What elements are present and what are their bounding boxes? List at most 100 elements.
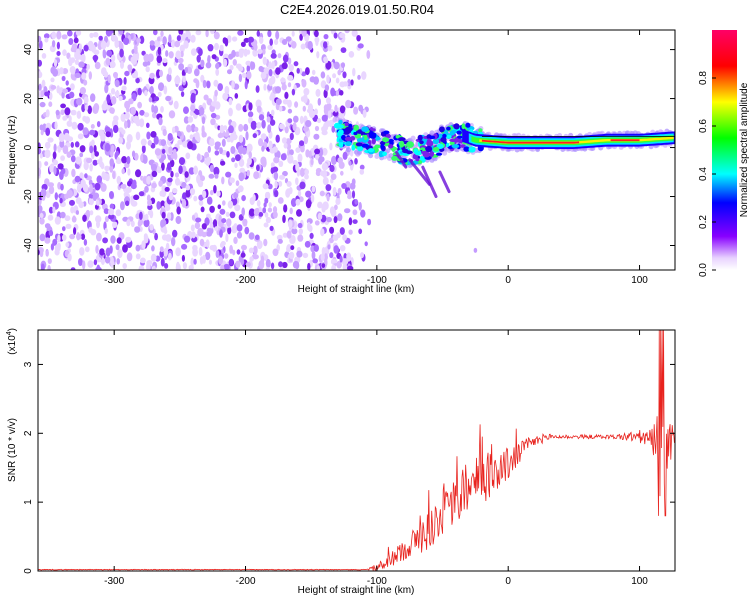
- noise-speckle: [323, 34, 329, 40]
- noise-speckle: [143, 112, 150, 118]
- noise-speckle: [168, 252, 172, 261]
- noise-speckle: [113, 124, 119, 134]
- noise-speckle: [331, 258, 338, 264]
- noise-speckle: [93, 103, 100, 112]
- noise-speckle: [165, 50, 169, 57]
- noise-speckle: [194, 221, 201, 230]
- noise-speckle: [53, 165, 57, 175]
- noise-speckle: [186, 124, 192, 133]
- noise-speckle: [118, 95, 123, 102]
- noise-speckle: [156, 201, 161, 210]
- noise-speckle: [180, 50, 184, 58]
- noise-speckle: [62, 115, 68, 121]
- noise-speckle: [291, 41, 297, 49]
- noise-speckle: [268, 202, 272, 208]
- noise-speckle: [48, 230, 54, 237]
- x-tick-label: -200: [236, 275, 256, 286]
- noise-speckle: [326, 193, 330, 202]
- noise-speckle: [187, 141, 194, 150]
- svg-text:(x104): (x104): [6, 328, 18, 355]
- noise-speckle: [198, 48, 203, 57]
- y-tick-label: 40: [23, 44, 34, 56]
- noise-speckle: [61, 34, 68, 40]
- noise-speckle: [70, 155, 76, 163]
- noise-speckle: [78, 258, 83, 266]
- noise-speckle: [112, 221, 118, 228]
- noise-speckle: [240, 41, 246, 47]
- noise-speckle: [360, 252, 364, 259]
- noise-speckle: [108, 208, 115, 216]
- noise-speckle: [54, 121, 58, 130]
- noise-speckle: [154, 232, 159, 241]
- noise-speckle: [297, 190, 302, 197]
- tone-blob: [429, 150, 435, 158]
- noise-speckle: [339, 32, 346, 39]
- noise-speckle: [337, 213, 343, 222]
- tone-blob: [413, 148, 419, 154]
- x-tick-label: -300: [104, 275, 124, 286]
- noise-speckle: [150, 253, 157, 262]
- noise-speckle: [268, 77, 274, 87]
- noise-speckle: [47, 258, 52, 264]
- noise-speckle: [39, 101, 46, 108]
- noise-speckle: [336, 232, 341, 239]
- noise-speckle: [275, 30, 280, 40]
- noise-speckle: [56, 30, 62, 40]
- noise-speckle: [100, 40, 107, 50]
- tone-blob: [432, 138, 440, 145]
- noise-speckle: [62, 49, 67, 56]
- noise-speckle: [270, 53, 277, 59]
- noise-speckle: [238, 158, 245, 167]
- noise-speckle: [234, 204, 241, 212]
- noise-speckle: [241, 147, 247, 155]
- noise-speckle: [158, 82, 165, 92]
- noise-speckle: [104, 256, 111, 264]
- noise-speckle: [262, 207, 267, 214]
- tone-blob: [442, 133, 447, 139]
- noise-speckle: [210, 112, 217, 119]
- noise-speckle: [321, 114, 328, 122]
- snr-plot: -300 -200 -100 0 100 0 1 2 3 Height of straight …: [6, 328, 676, 596]
- noise-speckle: [267, 30, 272, 38]
- noise-speckle: [263, 222, 269, 228]
- noise-speckle: [139, 109, 145, 116]
- noise-speckle: [223, 58, 228, 68]
- noise-speckle: [235, 154, 241, 162]
- noise-speckle: [109, 203, 115, 210]
- noise-speckle: [223, 125, 228, 131]
- noise-speckle: [116, 237, 122, 244]
- noise-speckle: [196, 54, 201, 63]
- noise-speckle: [207, 145, 211, 153]
- tone-blob: [468, 146, 476, 153]
- noise-speckle: [282, 54, 289, 63]
- noise-speckle: [283, 143, 288, 149]
- noise-speckle: [299, 33, 303, 41]
- noise-speckle: [41, 53, 47, 59]
- noise-speckle: [305, 149, 310, 158]
- y-tick-label: 0: [23, 568, 34, 574]
- noise-speckle: [223, 263, 230, 270]
- noise-speckle: [104, 142, 111, 152]
- noise-speckle: [132, 179, 137, 188]
- noise-speckle: [76, 48, 80, 56]
- noise-speckle: [274, 180, 278, 189]
- noise-speckle: [137, 87, 142, 96]
- noise-speckle: [217, 83, 223, 92]
- noise-speckle: [270, 262, 275, 270]
- noise-speckle: [305, 199, 312, 209]
- noise-speckle: [262, 48, 266, 55]
- noise-speckle: [328, 237, 334, 244]
- tone-blob: [356, 138, 363, 143]
- noise-speckle: [287, 108, 293, 114]
- noise-speckle: [50, 243, 55, 251]
- noise-speckle: [347, 194, 352, 200]
- noise-speckle: [84, 116, 91, 124]
- noise-speckle: [311, 185, 316, 193]
- noise-speckle: [167, 67, 172, 76]
- noise-speckle: [188, 167, 195, 175]
- tone-blob: [453, 123, 460, 130]
- noise-speckle: [262, 183, 269, 190]
- noise-speckle: [226, 218, 232, 227]
- noise-speckle: [227, 226, 232, 235]
- noise-speckle: [239, 167, 246, 173]
